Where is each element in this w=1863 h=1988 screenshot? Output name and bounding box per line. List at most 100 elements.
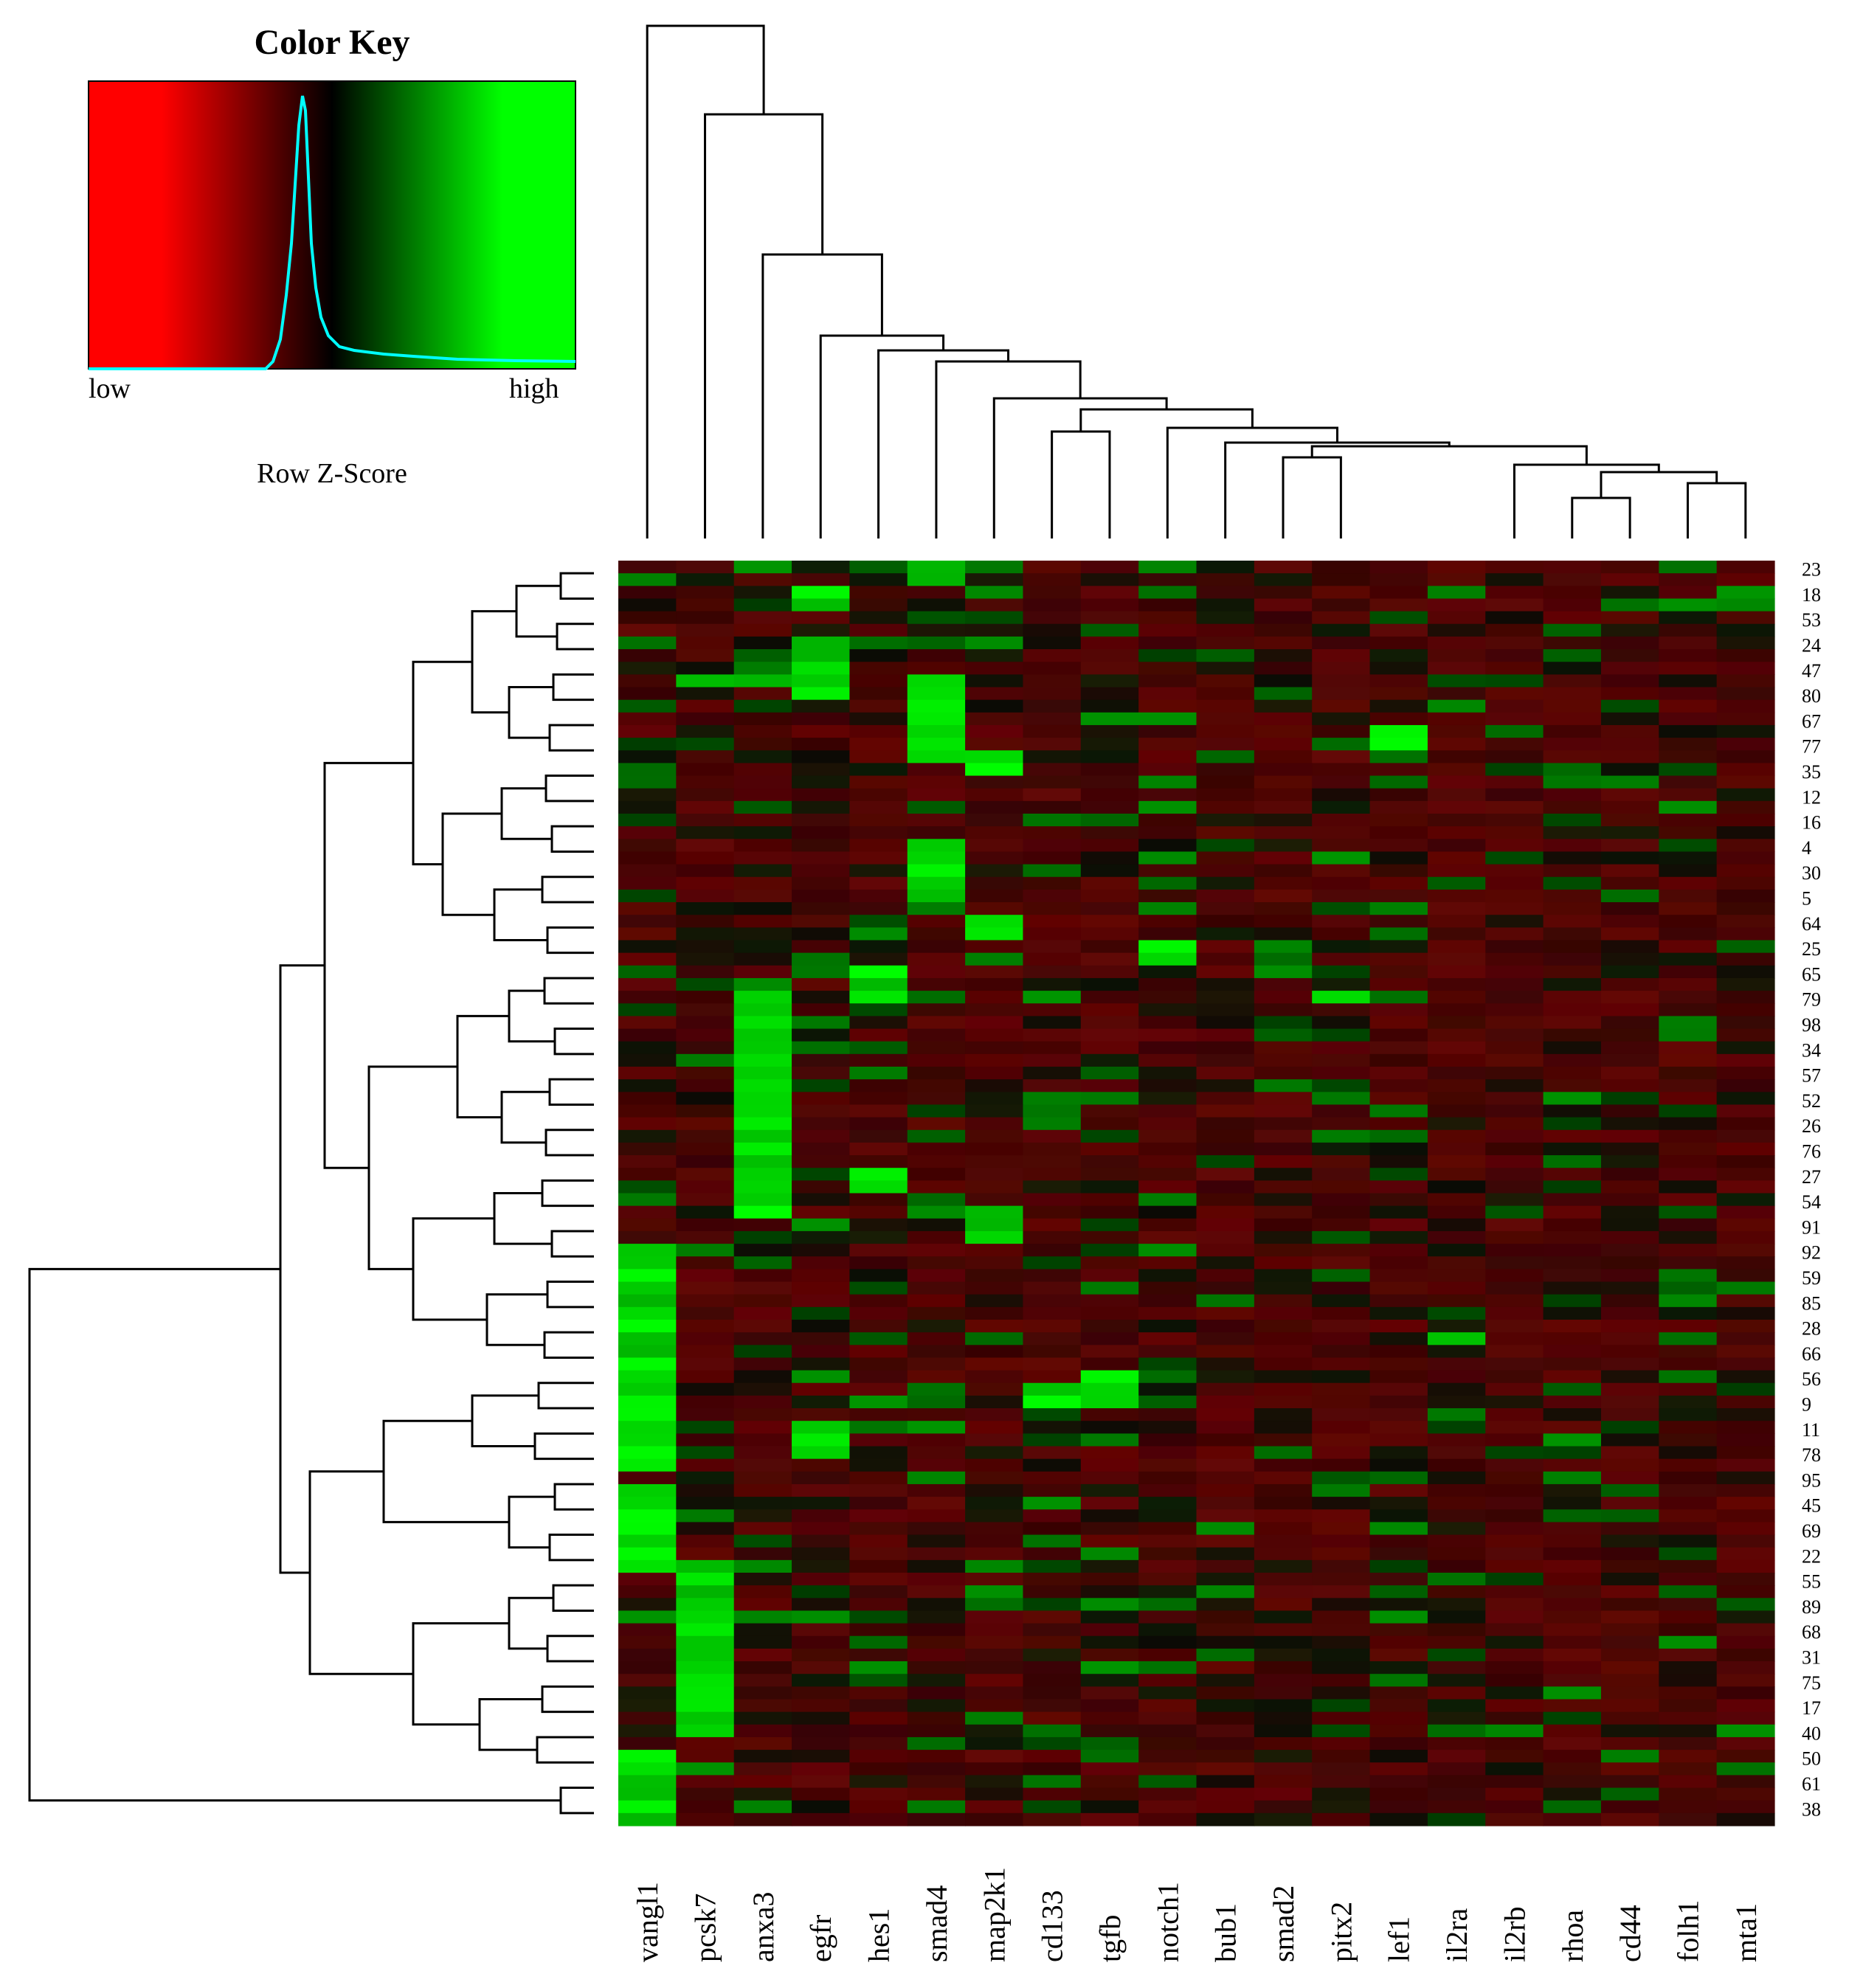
- heatmap-cell: [1080, 1155, 1139, 1168]
- heatmap-cell: [1138, 1129, 1197, 1143]
- heatmap-cell: [849, 1762, 908, 1776]
- heatmap-cell: [1369, 750, 1428, 763]
- heatmap-cell: [792, 1711, 850, 1725]
- heatmap-cell: [1485, 1016, 1544, 1030]
- heatmap-cell: [849, 1483, 908, 1497]
- heatmap-cell: [1716, 649, 1775, 662]
- heatmap-cell: [1600, 1812, 1659, 1826]
- heatmap-cell: [1543, 1332, 1602, 1345]
- heatmap-cell: [1254, 1787, 1313, 1801]
- heatmap-cell: [733, 1306, 792, 1320]
- heatmap-cell: [1600, 1269, 1659, 1283]
- heatmap-cell: [1138, 864, 1197, 878]
- heatmap-cell: [1369, 952, 1428, 966]
- heatmap-cell: [1138, 1547, 1197, 1561]
- heatmap-cell: [1600, 674, 1659, 688]
- heatmap-cell: [1716, 1648, 1775, 1662]
- heatmap-cell: [907, 611, 966, 625]
- heatmap-cell: [907, 927, 966, 941]
- heatmap-cell: [733, 1522, 792, 1536]
- heatmap-cell: [1716, 1129, 1775, 1143]
- heatmap-cell: [733, 611, 792, 625]
- heatmap-cell: [1600, 1787, 1659, 1801]
- heatmap-cell: [1427, 712, 1486, 726]
- heatmap-cell: [1138, 991, 1197, 1004]
- heatmap-cell: [1138, 1218, 1197, 1232]
- heatmap-cell: [676, 1686, 735, 1700]
- heatmap-cell: [907, 1446, 966, 1460]
- dendrogram-link: [543, 1331, 594, 1359]
- heatmap-cell: [792, 611, 850, 625]
- heatmap-cell: [1659, 1522, 1718, 1536]
- heatmap-cell: [618, 1218, 677, 1232]
- heatmap-cell: [676, 1092, 735, 1106]
- heatmap-cell: [849, 1003, 908, 1016]
- heatmap-cell: [733, 699, 792, 713]
- heatmap-cell: [1427, 965, 1486, 979]
- heatmap-cell: [1312, 1724, 1371, 1738]
- heatmap-cell: [1023, 1497, 1082, 1510]
- heatmap-cell: [1369, 1800, 1428, 1814]
- heatmap-cell: [907, 712, 966, 726]
- heatmap-cell: [1485, 1800, 1544, 1814]
- heatmap-cell: [1138, 800, 1197, 814]
- heatmap-cell: [965, 674, 1024, 688]
- heatmap-cell: [849, 1497, 908, 1510]
- heatmap-cell: [1485, 851, 1544, 865]
- heatmap-cell: [907, 1244, 966, 1257]
- heatmap-cell: [1138, 750, 1197, 763]
- heatmap-cell: [792, 1003, 850, 1016]
- heatmap-cell: [907, 1281, 966, 1295]
- heatmap-cell: [1716, 1699, 1775, 1713]
- heatmap-cell: [1080, 1306, 1139, 1320]
- heatmap-cell: [1659, 1509, 1718, 1523]
- heatmap-cell: [1716, 977, 1775, 991]
- heatmap-cell: [1543, 991, 1602, 1004]
- heatmap-cell: [1138, 649, 1197, 662]
- heatmap-cell: [1023, 1547, 1082, 1561]
- heatmap-cell: [1312, 1117, 1371, 1131]
- heatmap-cell: [1716, 1812, 1775, 1826]
- heatmap-cell: [849, 598, 908, 612]
- heatmap-cell: [1485, 1041, 1544, 1055]
- heatmap-cell: [965, 1142, 1024, 1156]
- heatmap-cell: [1312, 1750, 1371, 1763]
- heatmap-cell: [733, 1067, 792, 1080]
- heatmap-cell: [1659, 1395, 1718, 1409]
- heatmap-cell: [1600, 864, 1659, 878]
- heatmap-cell: [907, 636, 966, 650]
- dendrogram-link: [478, 1698, 542, 1751]
- heatmap-cell: [676, 1117, 735, 1131]
- heatmap-cell: [1080, 1598, 1139, 1612]
- heatmap-cell: [1600, 1053, 1659, 1067]
- heatmap-cell: [1023, 1332, 1082, 1345]
- heatmap-cell: [676, 1345, 735, 1359]
- heatmap-cell: [792, 915, 850, 928]
- heatmap-cell: [965, 1497, 1024, 1510]
- heatmap-cell: [1427, 1559, 1486, 1573]
- heatmap-cell: [1485, 1711, 1544, 1725]
- heatmap-cell: [1600, 915, 1659, 928]
- heatmap-cell: [618, 1281, 677, 1295]
- heatmap-cell: [1023, 1724, 1082, 1738]
- heatmap-cell: [965, 940, 1024, 954]
- heatmap-cell: [1023, 991, 1082, 1004]
- heatmap-cell: [1369, 1129, 1428, 1143]
- heatmap-cell: [1716, 1421, 1775, 1434]
- heatmap-cell: [618, 1686, 677, 1700]
- heatmap-cell: [1254, 1345, 1313, 1359]
- heatmap-cell: [792, 623, 850, 637]
- heatmap-cell: [907, 1205, 966, 1219]
- heatmap-cell: [1196, 1269, 1255, 1283]
- heatmap-cell: [1716, 1294, 1775, 1308]
- heatmap-cell: [1138, 1092, 1197, 1106]
- heatmap-cell: [1312, 1573, 1371, 1586]
- heatmap-cell: [676, 1382, 735, 1396]
- heatmap-cell: [1138, 674, 1197, 688]
- heatmap-cell: [1196, 598, 1255, 612]
- heatmap-cell: [1023, 1812, 1082, 1826]
- row-label: 92: [1802, 1242, 1821, 1264]
- heatmap-cell: [733, 1092, 792, 1106]
- heatmap-cell: [733, 1395, 792, 1409]
- heatmap-cell: [1659, 1079, 1718, 1092]
